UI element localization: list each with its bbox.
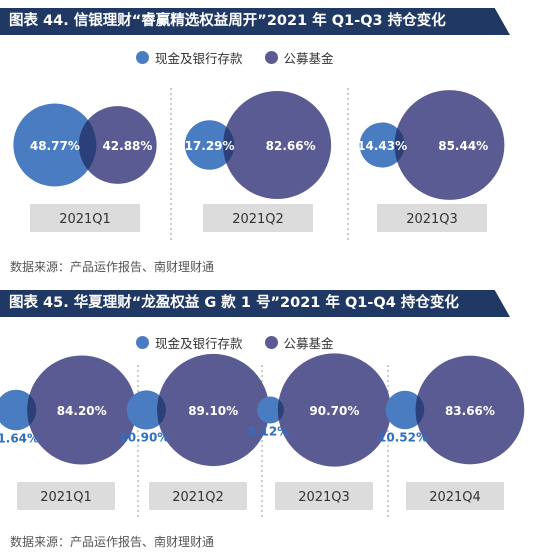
category-box (203, 204, 313, 232)
cash-circle (0, 389, 37, 431)
category-box (406, 482, 504, 510)
fund-circle (157, 353, 270, 467)
legend-swatch-cash (136, 336, 149, 349)
legend-swatch-fund (264, 51, 278, 64)
fund-value-label: 42.88% (102, 139, 152, 153)
category-label: 2021Q4 (429, 490, 481, 505)
fund-value-label: 85.44% (438, 139, 488, 153)
cash-value-label: 10.90% (119, 431, 169, 445)
chart2-title: 图表 45. 华夏理财“龙盈权益 G 款 1 号”2021 年 Q1-Q4 持仓… (9, 295, 459, 311)
cash-circle (13, 103, 97, 187)
legend-item-cash: 现金及银行存款 (136, 48, 243, 67)
fund-circle (415, 355, 525, 465)
category-label: 2021Q1 (40, 490, 92, 505)
cash-circle (359, 122, 405, 168)
cash-value-label: 10.52% (378, 430, 428, 444)
legend-item-fund: 公募基金 (264, 48, 334, 67)
chart2-source: 数据来源：产品运作报告、南财理财通 (10, 535, 215, 549)
category-label: 2021Q1 (59, 212, 111, 227)
category-box (30, 204, 140, 232)
chart2-title-bar: 图表 45. 华夏理财“龙盈权益 G 款 1 号”2021 年 Q1-Q4 持仓… (0, 290, 510, 317)
chart2-legend: 现金及银行存款 公募基金 (136, 333, 350, 352)
category-box (377, 204, 487, 232)
legend-item-fund: 公募基金 (264, 333, 334, 352)
legend-item-cash: 现金及银行存款 (136, 333, 243, 352)
fund-value-label: 89.10% (188, 404, 238, 418)
chart1-source: 数据来源：产品运作报告、南财理财通 (10, 260, 215, 274)
fund-value-label: 83.66% (445, 404, 495, 418)
legend-label-fund: 公募基金 (283, 336, 334, 351)
category-label: 2021Q2 (172, 490, 224, 505)
fund-circle (277, 353, 391, 467)
cash-circle (184, 120, 235, 170)
category-box (149, 482, 247, 510)
category-label: 2021Q3 (406, 212, 458, 227)
cash-value-label: 17.29% (185, 139, 235, 153)
fund-circle (27, 355, 137, 465)
cash-circle (257, 396, 284, 424)
legend-swatch-cash (136, 51, 149, 64)
legend-label-cash: 现金及银行存款 (155, 336, 243, 351)
legend-label-cash: 现金及银行存款 (155, 51, 243, 66)
chart1-title-bar: 图表 44. 信银理财“睿赢精选权益周开”2021 年 Q1-Q3 持仓变化 (0, 8, 510, 35)
fund-value-label: 82.66% (266, 139, 316, 153)
cash-value-label: 11.64% (0, 431, 39, 445)
cash-value-label: 48.77% (30, 139, 80, 153)
fund-value-label: 90.70% (309, 404, 359, 418)
legend-label-fund: 公募基金 (283, 51, 334, 66)
legend-swatch-fund (264, 336, 278, 349)
fund-value-label: 84.20% (57, 404, 107, 418)
fund-circle (223, 90, 332, 200)
category-box (275, 482, 373, 510)
category-box (17, 482, 115, 510)
category-label: 2021Q2 (232, 212, 284, 227)
chart1-title: 图表 44. 信银理财“睿赢精选权益周开”2021 年 Q1-Q3 持仓变化 (9, 13, 446, 29)
fund-circle (394, 90, 505, 200)
fund-circle (78, 106, 157, 184)
cash-circle (126, 390, 166, 430)
cash-circle (385, 390, 425, 430)
cash-value-label: 14.43% (357, 139, 407, 153)
chart1-legend: 现金及银行存款 公募基金 (136, 48, 350, 67)
cash-value-label: 5.12% (248, 424, 290, 438)
category-label: 2021Q3 (298, 490, 350, 505)
